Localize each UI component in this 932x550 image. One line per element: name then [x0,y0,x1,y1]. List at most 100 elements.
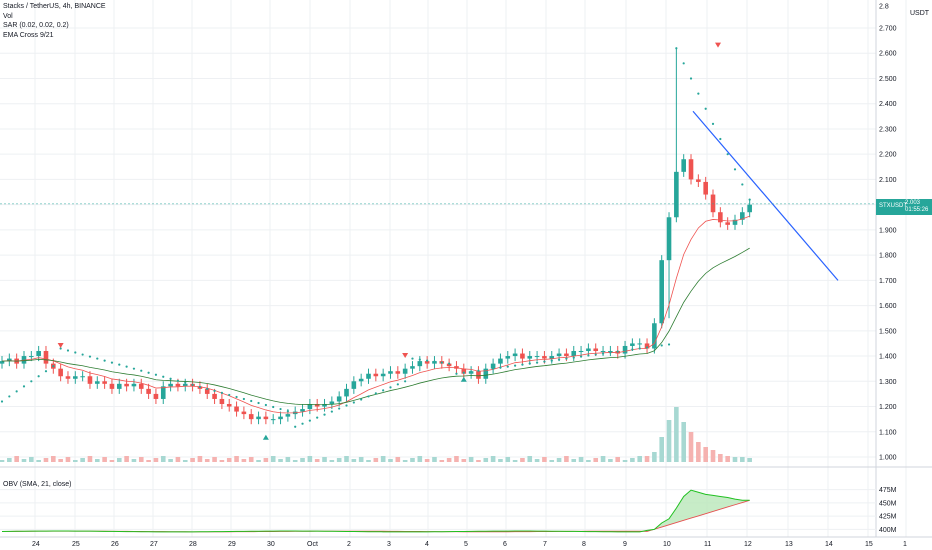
sar-dot [462,371,465,374]
candle-body [395,371,401,374]
sar-dot [125,365,128,368]
sar-dot [228,393,231,397]
sar-dot [15,390,18,393]
sar-sell-marker [715,42,722,48]
sar-dot [360,398,363,401]
volume-bar [307,456,313,462]
volume-bar [168,459,173,462]
volume-bar [73,460,78,462]
sar-dot [162,375,165,378]
sar-dot [448,362,451,365]
x-tick-label: 14 [825,541,833,548]
sar-dot [645,346,649,349]
volume-bar [124,456,129,462]
sar-dot [455,372,458,375]
x-tick-label: 11 [704,541,711,548]
candle-body [674,171,679,218]
volume-bar [593,458,599,462]
volume-bar [732,457,738,462]
price-tag-symbol: STXUSDT [879,203,908,209]
x-tick-label: 1 [903,541,907,548]
candle-body [571,351,577,357]
sar-dot [257,401,260,405]
volume-bar [432,457,437,462]
volume-bar [358,457,364,462]
sar-dot [74,351,77,354]
sar-dot [719,137,722,141]
sar-dot [338,407,341,410]
sar-dot [88,355,92,358]
volume-bar [146,460,151,462]
candle-body [168,383,173,387]
candle-body [80,376,85,378]
volume-bar [615,457,621,462]
candle-body [424,361,430,364]
volume-bar [29,457,34,462]
trendline [692,110,839,281]
x-tick-label: 24 [32,541,40,548]
volume-bar [490,456,496,462]
candle-body [527,356,533,359]
volume-bar [556,458,562,462]
volume-bar [153,458,159,462]
x-tick-label: Oct [307,541,318,548]
sar-dot [660,344,663,347]
sar-dot [601,352,605,355]
candle-body [688,159,694,180]
volume-bar [600,456,606,462]
indicator-vol[interactable]: Vol [3,12,13,20]
sar-dot [22,385,26,388]
candle-body [358,378,364,382]
candle-body [666,217,672,261]
sar-dot [37,375,40,378]
sar-dot [733,168,737,171]
volume-bar [329,460,335,462]
symbol-title: Stacks / TetherUS, 4h, BINANCE [3,3,106,10]
volume-bar [696,442,701,462]
x-tick-label: 7 [543,541,547,548]
volume-bar [410,458,415,462]
volume-bar [43,458,49,462]
candle-body [593,348,599,352]
candle-body [278,416,283,420]
volume-bar [564,456,569,462]
candle-body [747,204,752,213]
y-tick-label: 1.700 [879,278,897,285]
x-tick-label: 2 [347,541,351,548]
y-tick-label: 2.200 [879,152,897,159]
volume-bar [65,457,71,462]
sar-dot [154,373,158,376]
volume-bar [402,460,408,462]
sar-dot [543,360,546,363]
indicator-sar[interactable]: SAR (0.02, 0.02, 0.2) [3,22,69,29]
candle-body [483,368,489,379]
candle-body [7,358,12,362]
volume-bar [241,459,247,462]
sar-dot [323,413,326,416]
sar-dot [492,367,495,370]
obv-legend[interactable]: OBV (SMA, 21, close) [3,481,72,488]
volume-bar [747,458,752,462]
candle-body [65,376,71,379]
candle-body [476,371,481,379]
volume-bar [395,457,401,462]
candle-body [710,194,716,213]
volume-bar [476,460,481,462]
sar-dot [675,47,678,50]
candle-body [637,343,643,345]
candle-body [43,351,49,364]
sar-dot [616,350,619,353]
candle-body [175,383,181,387]
x-tick-label: 10 [663,541,671,548]
candle-body [402,368,408,374]
sar-dot [235,395,238,399]
candle-body [505,356,511,359]
indicator-ema[interactable]: EMA Cross 9/21 [3,31,54,39]
volume-bar [131,459,137,462]
candle-body [73,376,78,379]
candle-body [556,353,562,357]
volume-bar [138,457,144,462]
candle-body [219,398,225,405]
volume-bar [278,459,283,462]
